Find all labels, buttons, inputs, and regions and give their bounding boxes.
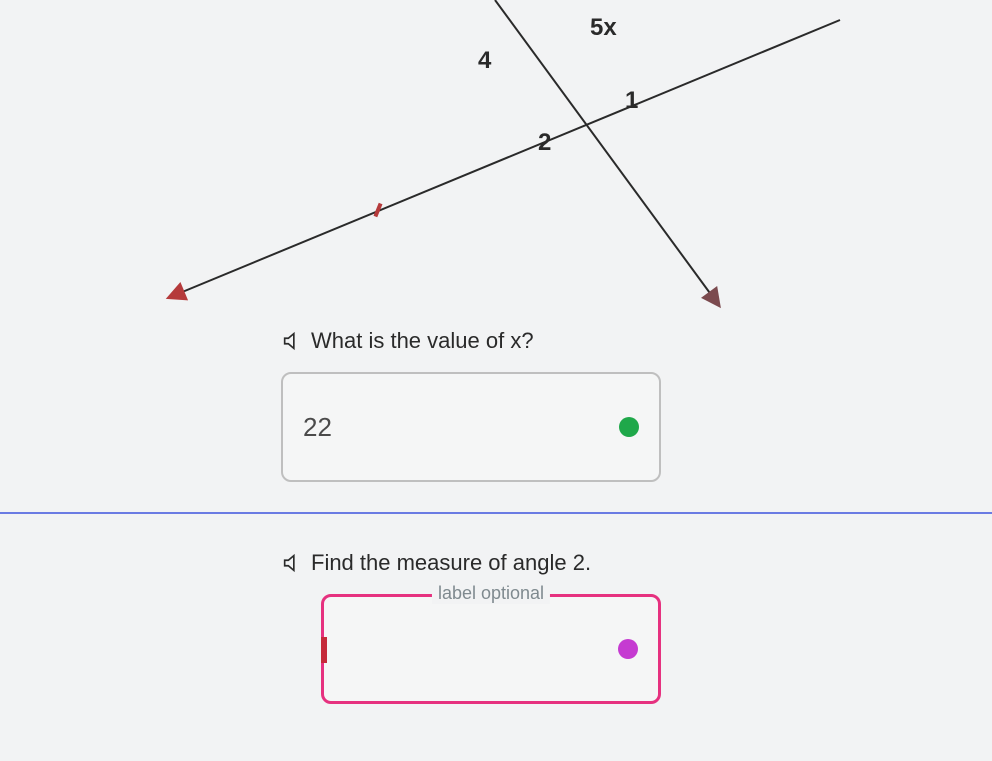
answer1-value: 22: [303, 412, 332, 443]
question2-block: Find the measure of angle 2. label optio…: [281, 542, 711, 724]
speaker-icon[interactable]: [281, 330, 303, 352]
question1-block: What is the value of x? 22: [281, 320, 711, 502]
intersecting-lines-diagram: 5x 4 1 2: [0, 0, 992, 320]
svg-text:2: 2: [538, 129, 551, 156]
question2-row: Find the measure of angle 2.: [281, 550, 711, 576]
section-divider: [0, 512, 992, 514]
answer2-input[interactable]: label optional: [321, 594, 661, 704]
speaker-icon[interactable]: [281, 552, 303, 574]
cursor-indicator: [321, 637, 327, 663]
question2-text: Find the measure of angle 2.: [311, 550, 591, 576]
svg-text:4: 4: [478, 47, 492, 74]
diagram-area: 5x 4 1 2: [0, 0, 992, 320]
status-dot-correct: [619, 417, 639, 437]
question1-text: What is the value of x?: [311, 328, 534, 354]
label-hint: label optional: [432, 583, 550, 604]
svg-text:1: 1: [625, 87, 638, 114]
question1-row: What is the value of x?: [281, 328, 711, 354]
status-dot-pending: [618, 639, 638, 659]
answer1-input[interactable]: 22: [281, 372, 661, 482]
svg-text:5x: 5x: [590, 14, 617, 41]
